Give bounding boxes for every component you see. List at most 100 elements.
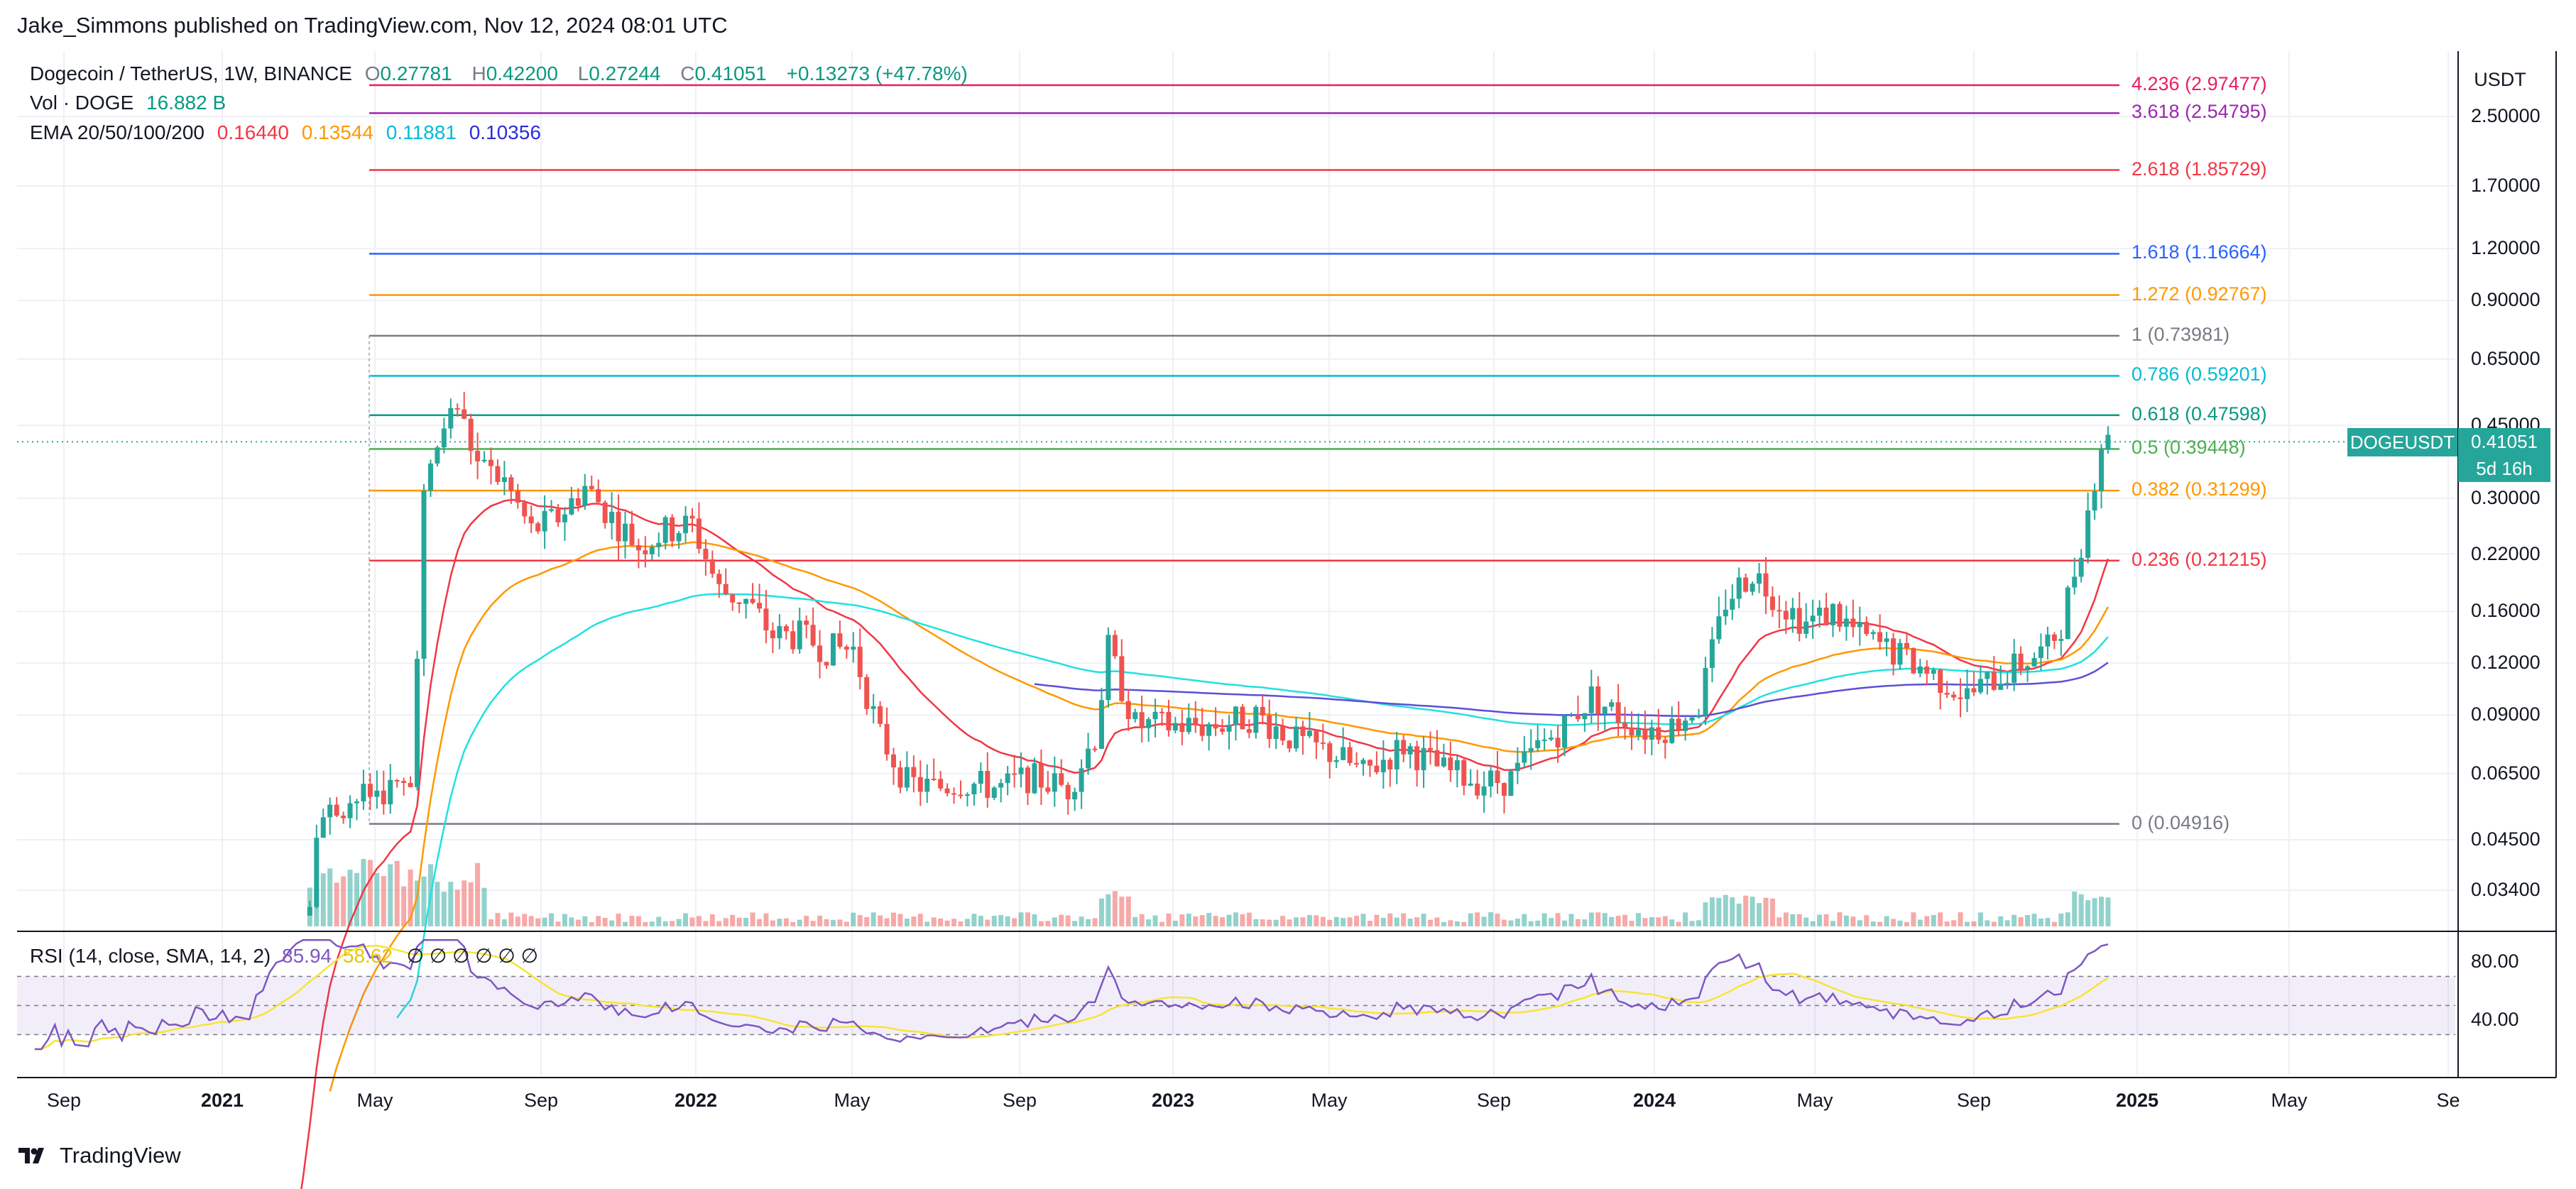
candle-body xyxy=(1199,725,1205,736)
candlesticks xyxy=(307,392,2111,916)
volume-bar xyxy=(958,921,964,926)
candle-body xyxy=(1522,751,1527,763)
candle-body xyxy=(649,547,655,554)
volume-bar xyxy=(367,860,373,926)
volume-bar xyxy=(327,868,333,926)
volume-bar xyxy=(1977,912,1983,926)
volume-bar xyxy=(951,919,957,926)
candle-body xyxy=(1072,791,1078,800)
volume-legend[interactable]: Vol · DOGE 16.882 B xyxy=(30,92,233,114)
ema50-line xyxy=(329,541,2109,1092)
volume-bar xyxy=(1428,919,1433,926)
volume-bar xyxy=(394,860,400,926)
candle-body xyxy=(696,518,702,549)
candle-body xyxy=(1528,747,1534,752)
candle-body xyxy=(354,801,359,804)
candle-body xyxy=(1320,742,1326,744)
volume-bar xyxy=(522,914,528,926)
candle-body xyxy=(824,662,829,666)
candle-body xyxy=(1434,750,1440,767)
candle-body xyxy=(1615,702,1621,723)
volume-bar xyxy=(334,882,339,926)
candle-body xyxy=(314,838,320,907)
volume-bar xyxy=(689,917,695,926)
volume-bar xyxy=(401,886,407,926)
volume-bar xyxy=(904,919,910,926)
volume-bar xyxy=(1233,912,1238,926)
candle-body xyxy=(1951,694,1957,698)
symbol-legend[interactable]: Dogecoin / TetherUS, 1W, BINANCE O0.2778… xyxy=(30,62,975,85)
volume-bar xyxy=(1092,918,1098,926)
rsi-legend[interactable]: RSI (14, close, SMA, 14, 2) 85.94 58.62 … xyxy=(30,944,538,968)
candle-body xyxy=(1461,760,1467,786)
volume-bar xyxy=(891,912,896,926)
volume-bar xyxy=(374,872,380,926)
candle-body xyxy=(844,647,849,650)
candle-body xyxy=(911,767,917,777)
volume-bar xyxy=(810,921,816,926)
rsi-tick-label: 80.00 xyxy=(2471,950,2519,972)
candle-body xyxy=(562,514,567,522)
fib-label: 1.618 (1.16664) xyxy=(2132,241,2267,263)
volume-bar xyxy=(1757,903,1762,926)
volume-bar xyxy=(1347,917,1353,926)
volume-bar xyxy=(629,916,635,926)
candle-body xyxy=(1287,740,1292,749)
volume-bar xyxy=(1341,918,1346,926)
volume-bar xyxy=(1186,914,1191,926)
candle-body xyxy=(374,790,380,797)
volume-bar xyxy=(1072,921,1078,926)
volume-bar xyxy=(454,889,460,926)
volume-bar xyxy=(871,912,876,926)
volume-bar xyxy=(1642,918,1648,926)
volume-bar xyxy=(1166,913,1172,926)
volume-bar xyxy=(1139,914,1145,926)
candle-body xyxy=(670,517,675,542)
candle-body xyxy=(1683,720,1688,731)
volume-bar xyxy=(1414,917,1420,926)
candle-body xyxy=(978,771,983,784)
candle-body xyxy=(643,550,648,554)
volume-bar xyxy=(1133,916,1138,926)
candle-body xyxy=(555,509,561,522)
volume-bar xyxy=(1267,919,1272,926)
footer-brand: TradingView xyxy=(60,1143,181,1168)
time-axis-label: Sep xyxy=(1956,1090,1992,1111)
volume-bar xyxy=(857,915,863,926)
candle-body xyxy=(1924,666,1930,674)
volume-bar xyxy=(1327,919,1333,926)
currency-selector[interactable]: USDT xyxy=(2474,69,2526,90)
volume-bar xyxy=(649,921,655,926)
volume-bar xyxy=(1059,914,1064,926)
volume-bar xyxy=(1823,914,1829,926)
candle-body xyxy=(1622,723,1628,728)
volume-bar xyxy=(851,912,856,926)
candle-body xyxy=(1803,621,1809,634)
rsi-value: 85.94 xyxy=(282,945,332,967)
volume-bar xyxy=(1609,916,1615,926)
volume-bar xyxy=(884,918,890,926)
price-tick-label: 1.20000 xyxy=(2471,237,2540,259)
candle-body xyxy=(1387,760,1393,769)
volume-bar xyxy=(2072,891,2078,926)
candle-body xyxy=(1864,622,1870,635)
volume-bar xyxy=(562,914,567,926)
volume-bar xyxy=(1260,919,1265,926)
volume-bar xyxy=(1199,915,1205,926)
volume-bar xyxy=(1294,917,1299,926)
volume-bar xyxy=(1763,897,1769,926)
ema-legend[interactable]: EMA 20/50/100/200 0.16440 0.13544 0.1188… xyxy=(30,121,548,144)
price-tick-label: 2.50000 xyxy=(2471,105,2540,127)
volume-bar xyxy=(931,917,937,926)
volume-bar xyxy=(1924,916,1930,926)
chart-frame xyxy=(17,51,2557,1078)
volume-bar xyxy=(1441,921,1446,926)
candle-body xyxy=(2004,682,2010,684)
volume-bar xyxy=(1555,913,1561,926)
candle-body xyxy=(475,451,481,461)
candle-body xyxy=(1830,603,1835,625)
candle-body xyxy=(884,723,890,755)
time-axis-label: May xyxy=(356,1090,393,1111)
ema200-value: 0.10356 xyxy=(469,121,541,143)
